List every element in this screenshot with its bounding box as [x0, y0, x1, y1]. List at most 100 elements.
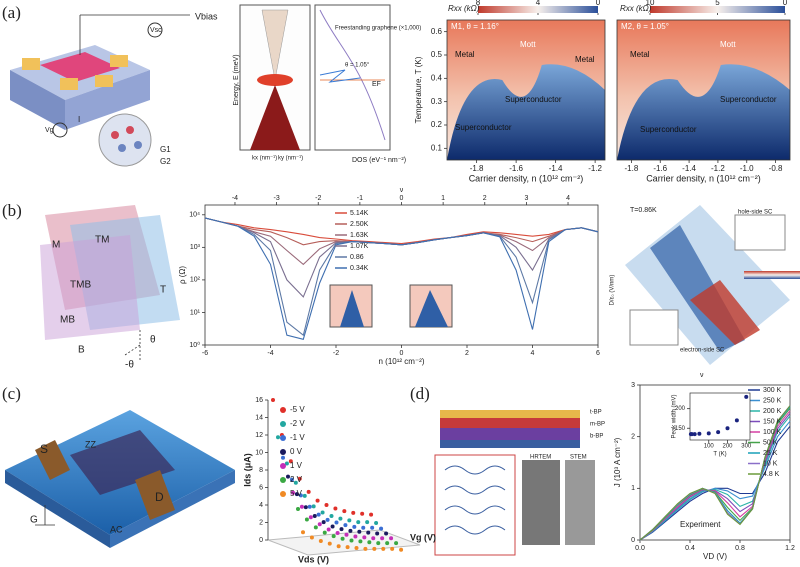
legend-label: -1 V	[290, 433, 305, 442]
annotation: kx (nm⁻¹)	[252, 156, 277, 162]
y-tick-label: 14	[255, 414, 263, 421]
y-axis-label: J (10³ A cm⁻²)	[613, 437, 622, 487]
data-point	[303, 505, 308, 510]
x-tick-label: 1.2	[785, 545, 795, 552]
data-point	[315, 498, 320, 503]
legend-label: -2 V	[290, 419, 305, 428]
annotation: Metal	[630, 50, 650, 59]
displacement-heatmap	[625, 205, 800, 365]
x-tick-label: -2	[315, 195, 321, 202]
data-point	[281, 455, 285, 460]
annotation: Energy, E (meV)	[233, 54, 240, 105]
x-tick-label: 100	[704, 444, 715, 450]
legend-label: 0.86	[350, 254, 364, 261]
annotation: Superconductor	[455, 123, 512, 132]
y-tick-label: 0	[259, 537, 263, 544]
data-point	[294, 492, 299, 497]
annotation: M	[52, 240, 60, 251]
data-point	[375, 531, 380, 536]
data-point	[394, 541, 399, 546]
data-point	[374, 520, 379, 525]
x-tick-label: -1.8	[470, 164, 484, 173]
x-tick-label: 300	[741, 444, 752, 450]
data-point	[744, 394, 749, 399]
data-point	[302, 493, 307, 498]
annotation: -θ	[125, 360, 134, 371]
legend-label: 1.07K	[350, 243, 369, 250]
data-point	[371, 536, 376, 541]
y-tick-label: 4	[259, 502, 263, 509]
data-point	[361, 525, 366, 530]
data-point	[340, 536, 345, 541]
panel-label: (d)	[410, 384, 430, 403]
data-point	[367, 540, 372, 545]
data-point	[317, 522, 322, 527]
annotation: Superconductor	[720, 95, 777, 104]
panel-label: (a)	[2, 3, 21, 22]
z-axis-label: Vg (V)	[410, 532, 436, 542]
fet-schematic	[5, 410, 235, 548]
annotation: ν	[700, 372, 704, 379]
colorbar-tick-label: 0	[596, 0, 601, 7]
y-tick-label: 16	[255, 397, 263, 404]
y-axis-label: Ids (μA)	[242, 453, 252, 487]
colorbar-label: Rxx (kΩ)	[620, 4, 652, 13]
data-point	[320, 510, 325, 515]
data-point	[318, 538, 323, 543]
legend-label: 5 V	[290, 489, 303, 498]
legend-label: 4.8 K	[763, 471, 780, 478]
data-point	[330, 524, 335, 529]
plot-frame	[204, 204, 599, 346]
x-tick-label: -6	[202, 350, 208, 357]
x-axis-label: n (10¹² cm⁻²)	[379, 357, 425, 366]
x-axis-label: VD (V)	[703, 552, 727, 561]
data-point	[379, 526, 384, 531]
colorbar-tick-label: 0	[783, 0, 788, 7]
data-point	[299, 504, 304, 509]
data-point	[689, 432, 694, 437]
x-tick-label: 6	[596, 350, 600, 357]
colorbar	[650, 6, 785, 13]
data-point	[352, 524, 357, 529]
annotation: θ	[150, 335, 156, 346]
data-point	[321, 520, 326, 525]
data-point	[349, 538, 354, 543]
data-point	[344, 532, 349, 537]
colorbar-tick-label: 4	[536, 0, 541, 7]
data-point	[345, 545, 350, 550]
y-tick-label: 12	[255, 432, 263, 439]
annotation: electron-side SC	[680, 348, 725, 354]
data-point	[354, 545, 359, 550]
legend-label: 150 K	[763, 418, 782, 425]
data-point	[347, 518, 352, 523]
line	[204, 217, 599, 246]
x-tick-label: -1.2	[711, 164, 725, 173]
x-tick-label: 0.4	[685, 545, 695, 552]
data-point	[306, 489, 311, 494]
data-point	[370, 525, 375, 530]
x-tick-label: 3	[524, 195, 528, 202]
annotation: Vg	[45, 127, 54, 134]
x-tick-label: -3	[273, 195, 279, 202]
annotation: I	[78, 115, 80, 124]
x-axis-label: T (K)	[713, 452, 726, 458]
y-tick-label: 0.4	[431, 73, 443, 82]
legend-swatch	[280, 407, 286, 413]
data-point	[296, 507, 300, 511]
x-tick-label: 2	[483, 195, 487, 202]
legend-swatch	[280, 435, 286, 441]
x-tick-label: 1	[441, 195, 445, 202]
legend-swatch	[280, 491, 286, 497]
data-point	[353, 534, 358, 539]
data-point	[358, 539, 363, 544]
annotation: Experiment	[680, 520, 721, 529]
data-point	[366, 530, 371, 535]
annotation: DOS (eV⁻¹ nm⁻²)	[352, 157, 406, 164]
legend-swatch	[280, 449, 286, 455]
legend-label: 50 K	[763, 439, 778, 446]
y-tick-label: 6	[259, 484, 263, 491]
y-tick-label: 10⁴	[189, 212, 200, 219]
data-point	[335, 531, 340, 536]
annotation: Superconductor	[505, 95, 562, 104]
y-tick-label: 10³	[190, 244, 201, 251]
